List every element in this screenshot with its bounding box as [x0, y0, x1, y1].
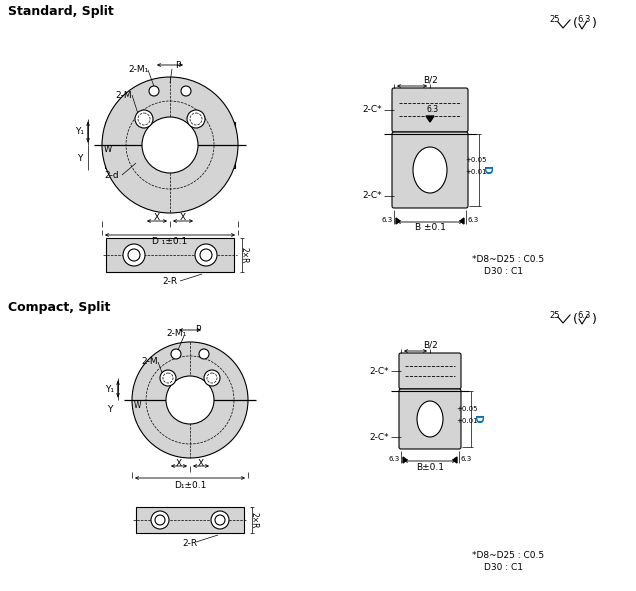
Text: +0.01: +0.01: [465, 169, 487, 175]
Circle shape: [128, 249, 140, 261]
Text: 2-C*: 2-C*: [369, 366, 389, 375]
Text: *D8~D25 : C0.5: *D8~D25 : C0.5: [472, 255, 544, 265]
Circle shape: [181, 86, 191, 96]
Text: B±0.1: B±0.1: [416, 463, 444, 472]
Text: (: (: [572, 313, 577, 326]
Circle shape: [200, 249, 212, 261]
Circle shape: [155, 515, 165, 525]
FancyBboxPatch shape: [392, 132, 468, 208]
FancyBboxPatch shape: [392, 88, 468, 132]
Text: *D8~D25 : C0.5: *D8~D25 : C0.5: [472, 550, 544, 560]
Text: +0.05: +0.05: [456, 406, 478, 412]
Text: ): ): [591, 313, 597, 326]
Text: B/2: B/2: [423, 76, 438, 85]
Text: P: P: [176, 60, 181, 70]
Text: W: W: [104, 145, 112, 154]
Text: ): ): [591, 18, 597, 31]
Text: (: (: [572, 18, 577, 31]
Circle shape: [132, 342, 248, 458]
Text: +0.01: +0.01: [456, 418, 478, 424]
Text: 2-C*: 2-C*: [369, 433, 389, 441]
Circle shape: [160, 370, 176, 386]
Circle shape: [166, 376, 214, 424]
Circle shape: [142, 117, 198, 173]
Text: 2-M₁: 2-M₁: [128, 64, 148, 73]
Circle shape: [195, 244, 217, 266]
Text: 6.3: 6.3: [389, 456, 399, 462]
Text: 6.3: 6.3: [427, 106, 439, 115]
Polygon shape: [426, 116, 434, 122]
Text: 2×R: 2×R: [249, 512, 258, 528]
Text: 6.3: 6.3: [577, 15, 591, 24]
Text: 2-M: 2-M: [142, 358, 158, 366]
Text: 6.3: 6.3: [460, 456, 472, 462]
Text: 25: 25: [550, 15, 560, 24]
Circle shape: [207, 373, 217, 383]
Text: 2-M: 2-M: [116, 90, 132, 99]
Text: 2-C*: 2-C*: [362, 106, 382, 115]
Circle shape: [187, 110, 205, 128]
FancyBboxPatch shape: [399, 389, 461, 449]
Text: D: D: [481, 165, 491, 174]
Text: 6.3: 6.3: [467, 217, 479, 223]
Text: D ₁±0.1: D ₁±0.1: [153, 236, 188, 245]
Text: Standard, Split: Standard, Split: [8, 5, 114, 18]
Circle shape: [190, 113, 202, 125]
Text: X: X: [154, 213, 160, 222]
Text: 2-d: 2-d: [105, 170, 120, 180]
Circle shape: [138, 113, 150, 125]
Circle shape: [135, 110, 153, 128]
Circle shape: [211, 511, 229, 529]
Text: X: X: [198, 459, 204, 467]
Text: 2-R: 2-R: [162, 278, 177, 287]
Bar: [105, 122, 235, 168]
Text: D30 : C1: D30 : C1: [484, 268, 523, 277]
Text: Compact, Split: Compact, Split: [8, 301, 111, 314]
Circle shape: [149, 86, 159, 96]
Text: D: D: [472, 415, 482, 423]
Circle shape: [102, 77, 238, 213]
Text: X: X: [176, 459, 182, 467]
Polygon shape: [403, 457, 407, 463]
Text: 25: 25: [550, 310, 560, 320]
Text: Y₁: Y₁: [106, 385, 114, 394]
Polygon shape: [460, 218, 464, 224]
Text: W: W: [134, 401, 141, 410]
Text: +0.05: +0.05: [466, 157, 487, 163]
Text: 2-C*: 2-C*: [362, 191, 382, 200]
Ellipse shape: [417, 401, 443, 437]
Polygon shape: [453, 457, 457, 463]
Text: 2-R: 2-R: [183, 538, 198, 547]
Text: Y: Y: [107, 405, 113, 414]
Bar: [106, 238, 234, 272]
Text: P: P: [195, 326, 201, 335]
Circle shape: [199, 349, 209, 359]
Text: Y₁: Y₁: [76, 128, 85, 137]
Ellipse shape: [413, 147, 447, 193]
FancyBboxPatch shape: [399, 353, 461, 389]
Text: D30 : C1: D30 : C1: [484, 563, 523, 571]
Circle shape: [151, 511, 169, 529]
Polygon shape: [396, 218, 400, 224]
Text: 6.3: 6.3: [382, 217, 392, 223]
Circle shape: [204, 370, 220, 386]
Text: B/2: B/2: [423, 340, 438, 349]
Text: Y: Y: [78, 154, 83, 163]
Text: B ±0.1: B ±0.1: [415, 223, 445, 232]
Text: 2×R: 2×R: [240, 247, 249, 263]
Text: 2-M₁: 2-M₁: [166, 330, 186, 339]
Text: X: X: [180, 213, 186, 222]
Circle shape: [163, 373, 173, 383]
Circle shape: [215, 515, 225, 525]
Circle shape: [171, 349, 181, 359]
Bar: [136, 507, 244, 533]
Text: D₁±0.1: D₁±0.1: [174, 480, 206, 489]
Circle shape: [123, 244, 145, 266]
Text: 6.3: 6.3: [577, 310, 591, 320]
